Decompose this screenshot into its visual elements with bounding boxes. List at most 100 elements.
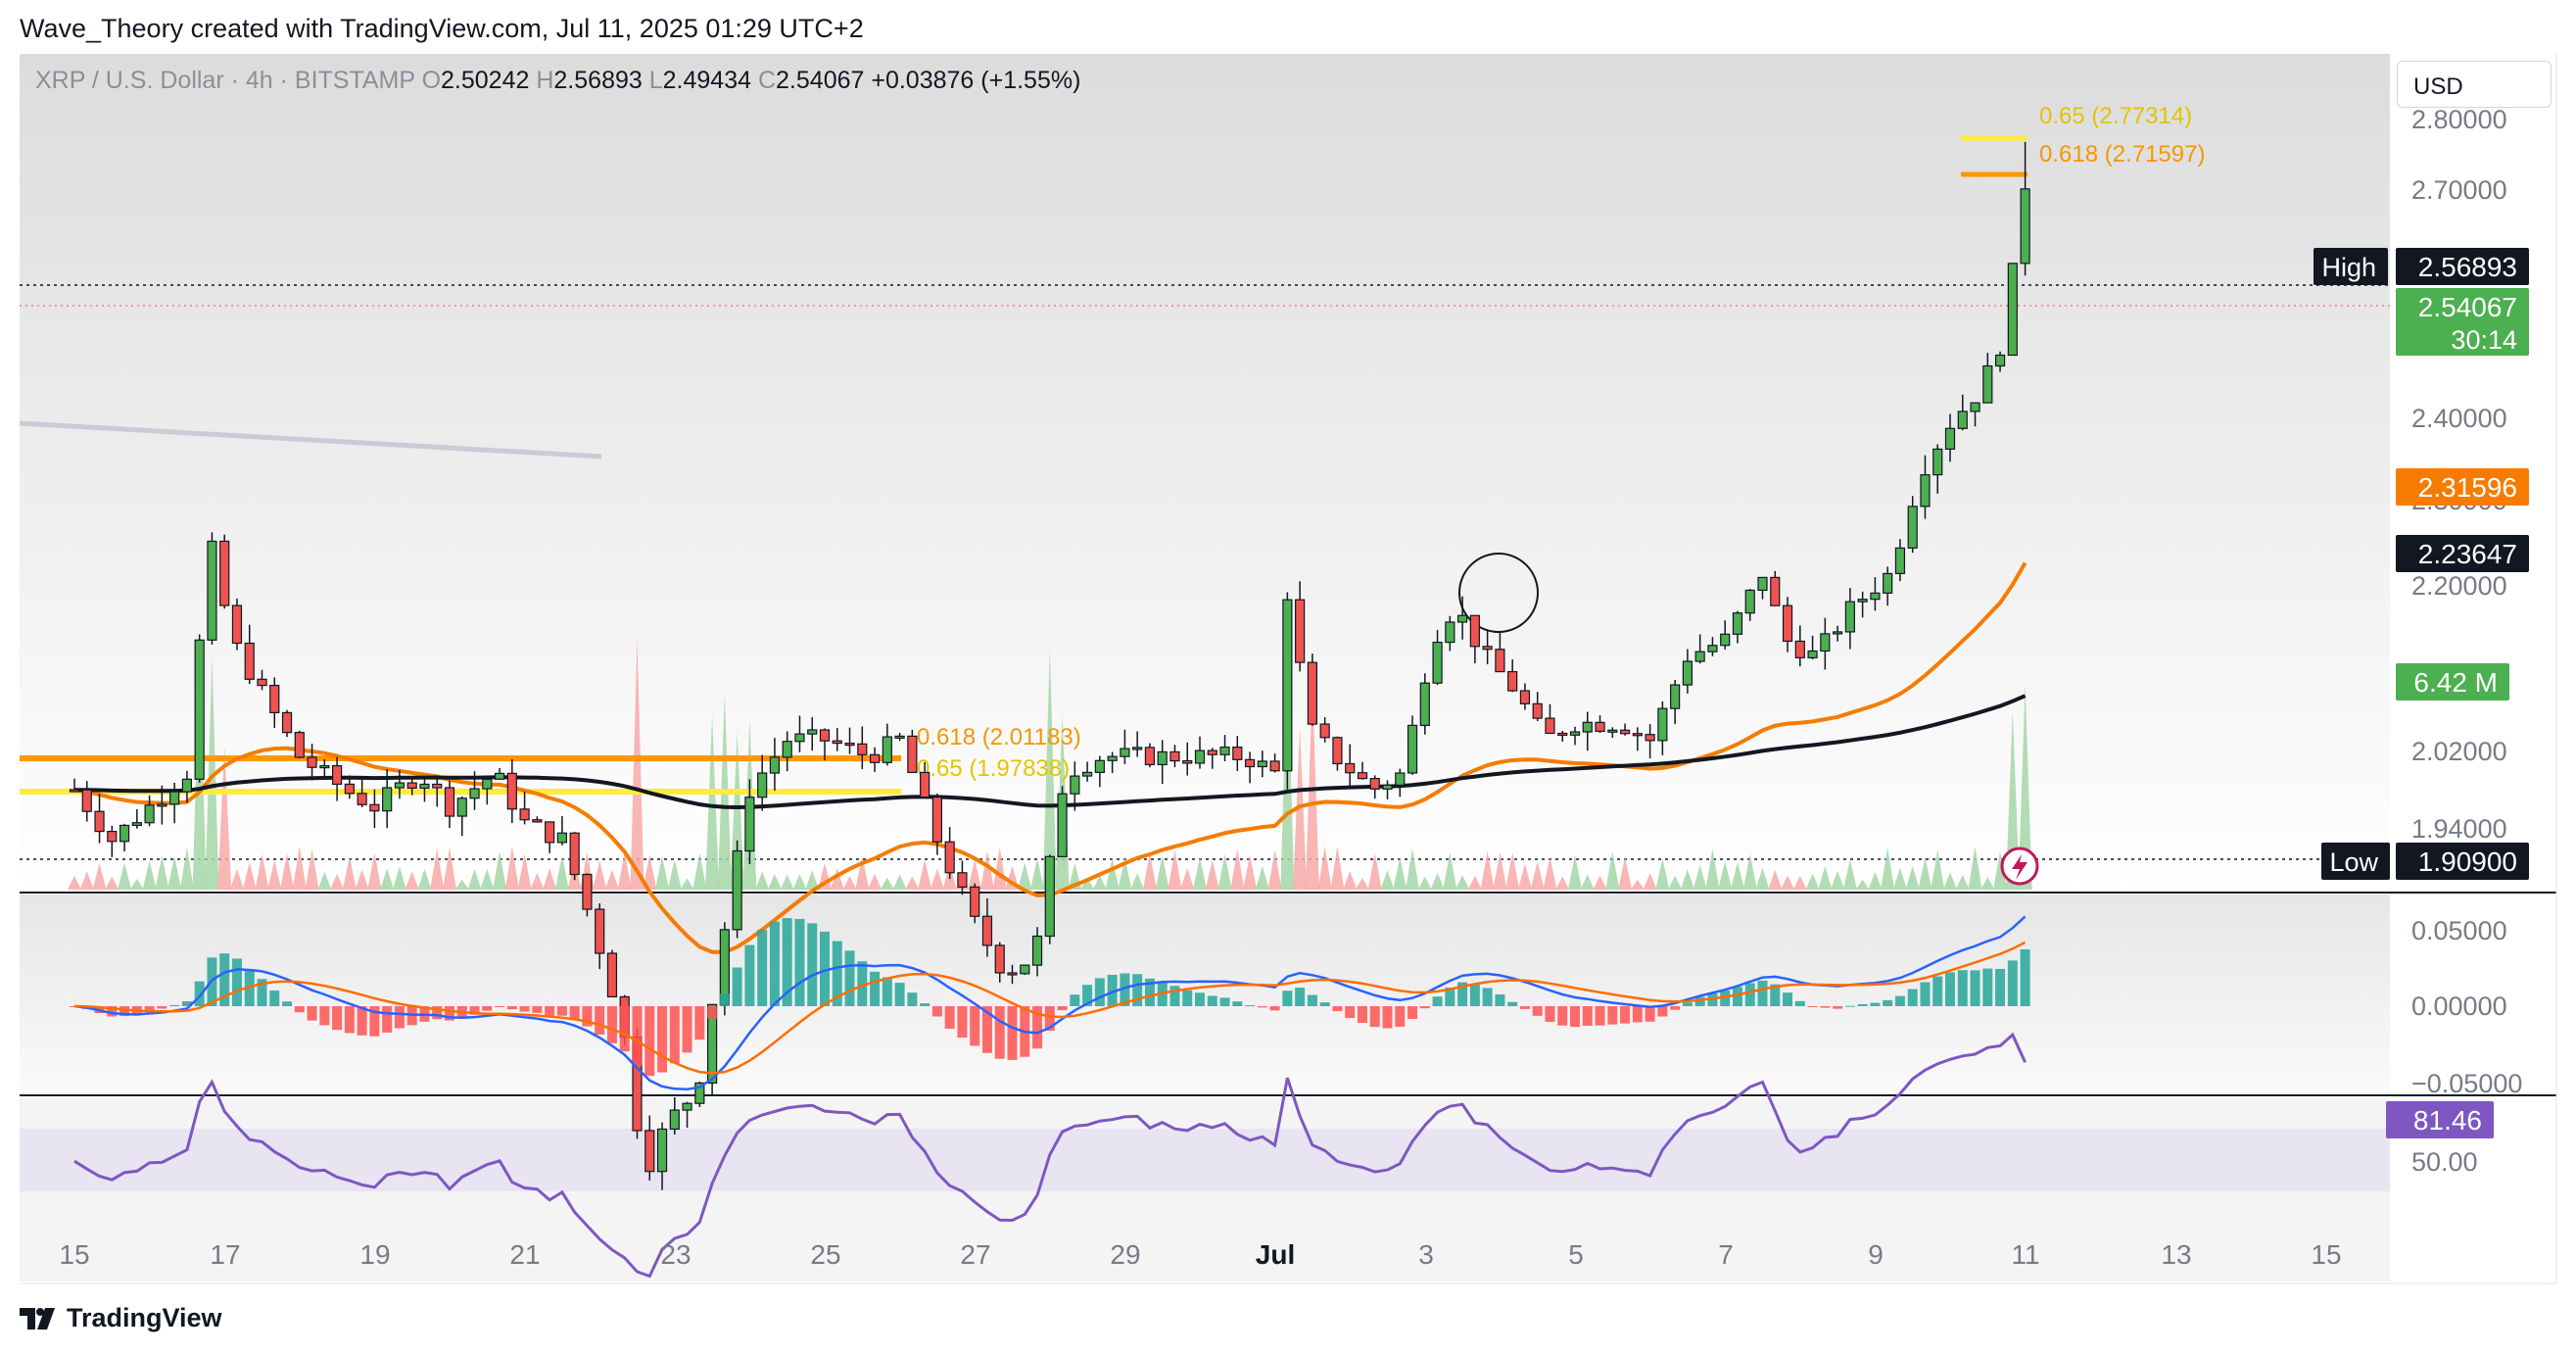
macd-histogram-bar [744,944,755,1006]
candle-body [832,740,842,745]
candles[interactable] [69,141,2030,1190]
macd-histogram-bar [1794,1000,1805,1006]
volume-bar [680,878,694,890]
volume-bar [467,868,482,890]
time-tick-label: 29 [1110,1239,1140,1270]
volume-bar [305,848,319,890]
macd-histogram-bar [981,1006,992,1053]
macd-histogram-bar [1219,997,1230,1006]
candle-body [1120,748,1130,757]
volume-bar [1655,858,1670,890]
macd-histogram-bar [1232,1001,1243,1006]
candle-body [1707,645,1718,653]
volume-bar [1768,869,1783,890]
candle-body [1870,592,1881,601]
volume-bar [1705,848,1720,890]
volume-bar [1018,862,1032,890]
candle-body [519,808,530,821]
candle-body [357,793,367,805]
candle-body [1957,411,1968,429]
macd-histogram-bar [1995,968,2006,1006]
macd-histogram-bar [769,921,780,1006]
volume-bar [517,853,532,890]
candle-body [169,791,180,805]
volume-bar [692,852,707,890]
volume-bar [1267,849,1282,890]
candle-body [569,832,580,876]
candle-body [1619,729,1631,735]
volume-bar [292,846,307,890]
candle-body [894,735,905,739]
chart-background [19,54,2557,1284]
volume-bar [392,866,406,890]
macd-histogram-bar [732,967,742,1006]
trendline [19,420,602,459]
volume-bar [1643,872,1657,890]
candle-body [1144,747,1156,766]
price-tick-label: 2.02000 [2411,737,2507,766]
macd-histogram-bar [1682,1002,1693,1006]
candle-body [319,765,330,769]
candle-body [1432,641,1443,684]
candle-body [981,915,993,946]
volume-bar [655,855,670,890]
volume-bar [1317,846,1332,890]
candle-body [1857,599,1868,603]
macd-histogram-bar [157,1006,167,1009]
volume-bar [167,855,182,890]
macd-histogram-bar [307,1006,317,1021]
candle-body [1094,759,1105,774]
volume-bar [1568,854,1582,890]
macd-histogram-bar [369,1006,380,1037]
volume-bar [1742,853,1757,890]
candle-body [1357,772,1368,780]
volume-bar [705,714,720,890]
macd-histogram-bar [1195,992,1205,1006]
volume-bar [1530,861,1545,890]
candle-body [1319,723,1330,739]
macd-histogram-bar [519,1006,530,1012]
macd-histogram-bar [757,930,768,1006]
low-value-tag-bg [2396,843,2529,880]
volume-bar [1618,856,1633,890]
candle-body [1332,737,1343,765]
candle-body [869,753,881,763]
candle-body [1944,427,1956,450]
tradingview-logo[interactable]: TradingView [20,1303,222,1333]
candle-body [1456,614,1468,623]
volume-bar [1892,867,1907,890]
candle-body [1994,354,2006,367]
macd-histogram-bar [882,977,892,1006]
macd-histogram-bar [582,1006,593,1027]
macd-histogram-bar [1770,984,1781,1006]
macd-histogram-bar [844,950,855,1006]
candle-body [1782,604,1793,643]
candle-body [1682,660,1693,686]
volume-bar [1842,859,1857,890]
volume-bar [405,871,419,890]
candle-body [1445,621,1455,644]
volume-bar [892,874,907,890]
macd-histogram-bar [1545,1006,1555,1023]
volume-bar [1380,870,1395,890]
macd-histogram-bar [857,961,868,1006]
candle-body [94,810,105,833]
candle-body [1770,576,1781,606]
candle-body [1582,721,1593,733]
candle-body [1832,631,1843,635]
high-label: High [2321,253,2376,282]
time-axis[interactable]: 15 17 19 21 23 25 27 29 Jul 3 5 7 9 11 13 15 [59,1239,2341,1270]
macd-histogram-bar [1894,995,1905,1006]
candle-body [1407,724,1418,774]
macd-histogram-bar [669,1006,680,1064]
volume-bar [905,876,920,890]
macd-histogram-bar [1044,1006,1055,1032]
volume-bar [968,858,982,890]
countdown-tag-bg [2396,322,2529,356]
currency-selector-button[interactable]: USD [2397,61,2552,108]
candle-body [1244,758,1256,768]
volume-bar [1367,852,1382,890]
macd-tick-label: −0.05000 [2411,1069,2522,1098]
candle-body [1295,599,1306,663]
